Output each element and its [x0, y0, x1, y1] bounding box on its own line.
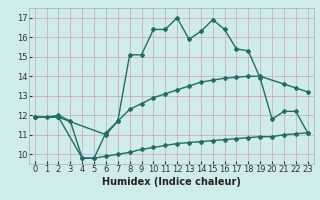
- X-axis label: Humidex (Indice chaleur): Humidex (Indice chaleur): [102, 177, 241, 187]
